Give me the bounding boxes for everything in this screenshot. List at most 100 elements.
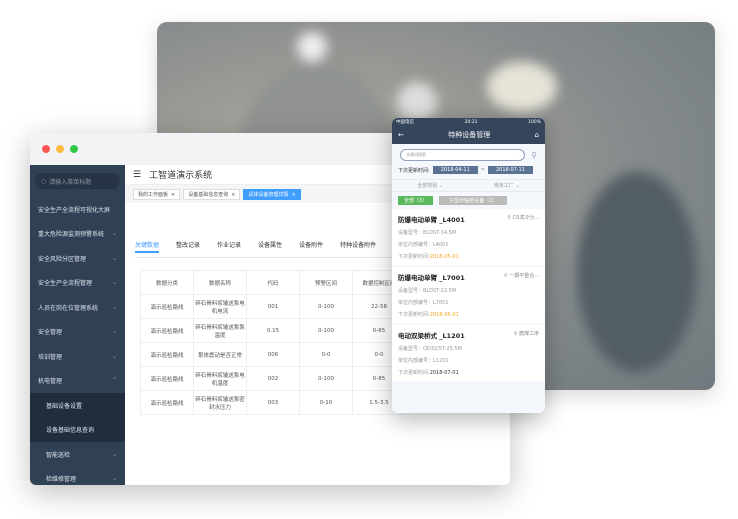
- chevron-icon: ⌄: [111, 279, 117, 287]
- sidebar: ○ 请输入菜单标题 安全生产全流程可视化大屏 重大危险源监测预警系统 ⌄ 安全风险分区管…: [30, 165, 125, 485]
- table-cell: 0-100: [299, 318, 353, 343]
- sidebar-item[interactable]: 培训管理 ⌄: [30, 344, 125, 369]
- equipment-code: 单位内部编号：L4001: [398, 242, 449, 248]
- tag-item[interactable]: 我的工作面板 ×: [133, 188, 181, 200]
- tag-label: 设备基础信息查询: [188, 191, 229, 198]
- sidebar-item-label: 人员在岗在位管理系统: [38, 304, 99, 312]
- sidebar-item-label: 安全管理: [38, 329, 63, 337]
- tab-item[interactable]: 整改记录: [176, 242, 201, 249]
- equipment-card[interactable]: 防爆电动单臂 _L7001 ⚲ 一期平整合... 设备型号：BLDST-22.5M 单…: [392, 267, 545, 323]
- chevron-icon: ^: [111, 377, 117, 385]
- equipment-card[interactable]: 电动双梁桥式 _L1201 ⚲ 磨煤工序设备型号：QD32/5T-25.5M 单位内…: [392, 325, 545, 381]
- place-filter[interactable]: 南京工厂 ⌄: [493, 183, 520, 189]
- sidebar-item-label: 安全生产全流程管理: [38, 280, 93, 288]
- next-update-date: 2018-07-01: [429, 370, 459, 376]
- chevron-icon: ⌄: [111, 352, 117, 360]
- date-from[interactable]: 2018-04-11: [432, 166, 478, 174]
- equipment-model: 设备型号：QD32/5T-25.5M: [398, 346, 462, 352]
- carrier: 中国电信: [396, 120, 414, 125]
- equipment-model: 设备型号：BLDST-14.5M: [398, 230, 457, 236]
- location: ⚲ 一期平整合...: [504, 272, 539, 282]
- table-cell: 演示巡检路线: [140, 342, 194, 367]
- search-icon: ○: [41, 177, 47, 185]
- minimize-dot[interactable]: [56, 145, 64, 153]
- search-icon[interactable]: ⚲: [531, 150, 537, 160]
- next-update-date: 2018-05-01: [429, 312, 459, 318]
- sidebar-item[interactable]: 人员在岗在位管理系统 ⌄: [30, 295, 125, 320]
- table-cell: 碎石骨料浆输送泵泵温度: [193, 318, 247, 343]
- mobile-navbar: ← 特种设备管理 ⌂: [392, 126, 545, 144]
- content-tabs: 关键数据 整改记录 作业记录 设备属性 设备附件 特种设备附件: [135, 240, 510, 258]
- tag-label: 我的工作面板: [138, 191, 169, 198]
- column-header: 数据名称: [193, 270, 247, 295]
- next-update-label: 下次更新时间:: [398, 254, 430, 260]
- page-title: 工智道演示系统: [149, 171, 213, 181]
- equipment-name: 防爆电动单臂 _L7001: [398, 274, 465, 282]
- sidebar-item[interactable]: 重大危险源监测预警系统 ⌄: [30, 222, 125, 247]
- table-cell: 0.15: [246, 318, 300, 343]
- table-cell: 006: [246, 342, 300, 367]
- table-row: 演示巡检路线 碎石骨料浆输送泵电机温度 002 0-100 0-85: [140, 366, 406, 391]
- tab-item[interactable]: 作业记录: [217, 242, 242, 249]
- tab-item[interactable]: 设备属性: [258, 242, 283, 249]
- sidebar-item[interactable]: 安全生产全流程可视化大屏: [30, 197, 125, 222]
- table-cell: 001: [246, 294, 300, 319]
- table-cell: 演示巡检路线: [140, 366, 194, 391]
- chevron-icon: ⌄: [111, 230, 117, 238]
- tab-item[interactable]: 特种设备附件: [340, 242, 377, 249]
- table-cell: 0-100: [299, 366, 353, 391]
- card-title-row: 防爆电动单臂 _L4001 ⚲ C0滨冷分...: [398, 214, 539, 224]
- menu-search-input[interactable]: ○ 请输入菜单标题: [35, 173, 120, 189]
- sidebar-subitem[interactable]: 检维修管理 ⌄: [30, 467, 125, 486]
- table-cell: 0-0: [299, 342, 353, 367]
- location-pin-icon: ⚲: [503, 273, 510, 279]
- maximize-dot[interactable]: [70, 145, 78, 153]
- home-icon[interactable]: ⌂: [534, 131, 539, 139]
- mobile-search-input[interactable]: 关键词搜索: [400, 149, 526, 161]
- sidebar-item[interactable]: 机电管理 ^: [30, 369, 125, 394]
- chevron-down-icon: ⌄: [111, 475, 117, 483]
- back-arrow-icon[interactable]: ←: [398, 131, 404, 139]
- next-update-label: 下次更新时间:: [398, 370, 430, 376]
- sidebar-item[interactable]: 安全生产全流程管理 ⌄: [30, 271, 125, 296]
- tag-label: 具体设备管理详情: [248, 191, 289, 198]
- clock: 20:21: [464, 119, 478, 125]
- table-cell: 演示巡检路线: [140, 294, 194, 319]
- close-icon[interactable]: ×: [291, 191, 296, 198]
- table-cell: 碎石骨料浆输送泵密封水压力: [193, 390, 247, 415]
- equipment-model: 设备型号：BLDST-22.5M: [398, 288, 457, 294]
- location-label: 一期平整合...: [509, 273, 539, 279]
- date-label: 下次更新时间:: [398, 167, 430, 174]
- hamburger-icon[interactable]: ☰: [133, 169, 142, 180]
- sidebar-item[interactable]: 安全管理 ⌄: [30, 320, 125, 345]
- close-dot[interactable]: [42, 145, 50, 153]
- all-button[interactable]: 全部（3）: [398, 196, 434, 205]
- show-inspect-button[interactable]: 只显示临检设备（2）: [439, 196, 508, 205]
- tag-item[interactable]: 设备基础信息查询 ×: [183, 188, 241, 200]
- card-title-row: 电动双梁桥式 _L1201 ⚲ 磨煤工序: [398, 330, 539, 340]
- location-label: 磨煤工序: [518, 331, 539, 337]
- next-update-label: 下次更新时间:: [398, 312, 430, 318]
- location: ⚲ C0滨冷分...: [507, 214, 539, 224]
- sidebar-subitem[interactable]: 设备基础信息查询: [30, 417, 125, 442]
- table-row: 演示巡检路线 碎石骨料浆输送泵密封水压力 003 0-10 1.5-3.5: [140, 390, 406, 415]
- location-pin-icon: ⚲: [507, 215, 513, 221]
- column-header: 代码: [246, 270, 300, 295]
- date-to[interactable]: 2018-07-11: [487, 166, 534, 174]
- sidebar-subitem[interactable]: 智能巡检 ⌄: [30, 442, 125, 467]
- close-icon[interactable]: ×: [231, 191, 236, 198]
- sidebar-subitem[interactable]: 基础设备设置: [30, 393, 125, 418]
- equipment-code: 单位内部编号：L1201: [398, 358, 449, 364]
- close-icon[interactable]: ×: [171, 191, 176, 198]
- next-update: 下次更新时间:2018-05-01: [398, 253, 539, 260]
- mobile-title: 特种设备管理: [448, 131, 491, 139]
- tab-item[interactable]: 关键数据: [135, 240, 160, 253]
- tag-item[interactable]: 具体设备管理详情 ×: [243, 188, 301, 200]
- type-filter[interactable]: 全部类别 ⌄: [417, 183, 444, 189]
- tab-item[interactable]: 设备附件: [299, 242, 324, 249]
- table-cell: 002: [246, 366, 300, 391]
- table-cell: 0-10: [299, 390, 353, 415]
- table-row: 演示巡检路线 泵体震动是否正常 006 0-0 0-0: [140, 342, 406, 367]
- equipment-card[interactable]: 防爆电动单臂 _L4001 ⚲ C0滨冷分... 设备型号：BLDST-14.5M 单…: [392, 209, 545, 265]
- sidebar-item[interactable]: 安全风险分区管理 ⌄: [30, 246, 125, 271]
